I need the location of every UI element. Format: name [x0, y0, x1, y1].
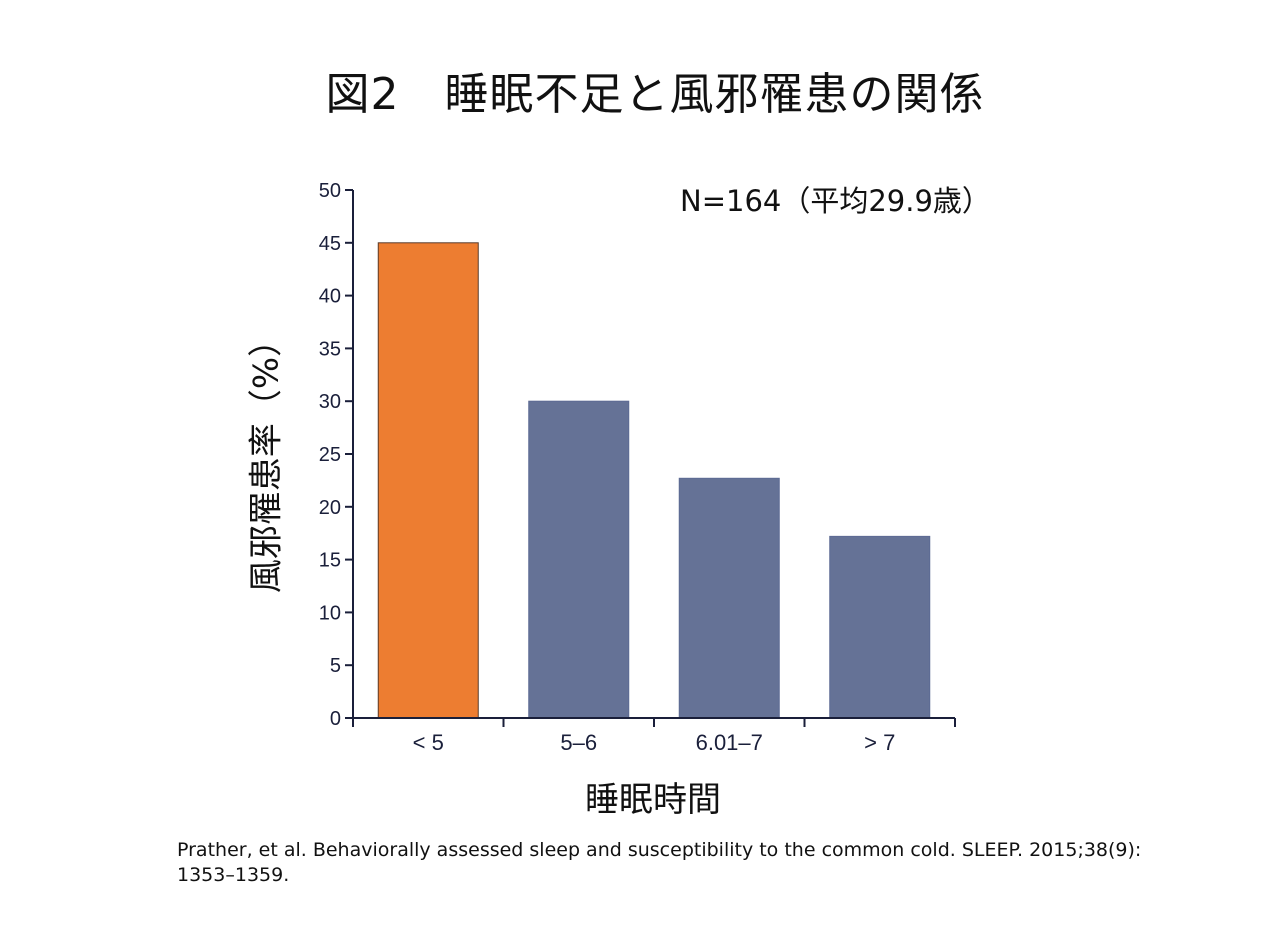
y-tick-label: 10: [319, 602, 341, 624]
y-tick-label: 15: [319, 550, 341, 572]
x-axis: < 5 5–6 6.01–7 > 7: [352, 717, 956, 755]
bar: [829, 535, 931, 719]
y-tick-label: 40: [319, 286, 341, 308]
bar: [377, 242, 479, 719]
y-tick-label: 30: [319, 391, 341, 413]
y-tick-label: 5: [330, 655, 341, 677]
bars: [377, 242, 931, 719]
sample-size-annotation: N=164（平均29.9歳）: [680, 184, 991, 218]
citation: Prather, et al. Behaviorally assessed sl…: [177, 839, 1142, 886]
chart-title: 図2 睡眠不足と風邪罹患の関係: [325, 69, 985, 120]
y-axis-label: 風邪罹患率（%）: [246, 322, 287, 594]
bar: [528, 400, 630, 719]
bar: [678, 477, 780, 719]
y-axis: 0 5 10 15 20 25 30 35 40 45 50: [319, 180, 354, 730]
y-tick-label: 35: [319, 338, 341, 360]
y-tick-label: 50: [319, 180, 341, 202]
y-tick-label: 0: [330, 708, 341, 730]
x-tick-label: 6.01–7: [696, 730, 763, 755]
x-tick-label: > 7: [864, 730, 895, 755]
y-tick-label: 25: [319, 444, 341, 466]
x-tick-label: < 5: [413, 730, 444, 755]
y-tick-label: 20: [319, 497, 341, 519]
y-tick-label: 45: [319, 233, 341, 255]
x-tick-label: 5–6: [560, 730, 597, 755]
x-axis-label: 睡眠時間: [585, 780, 721, 820]
